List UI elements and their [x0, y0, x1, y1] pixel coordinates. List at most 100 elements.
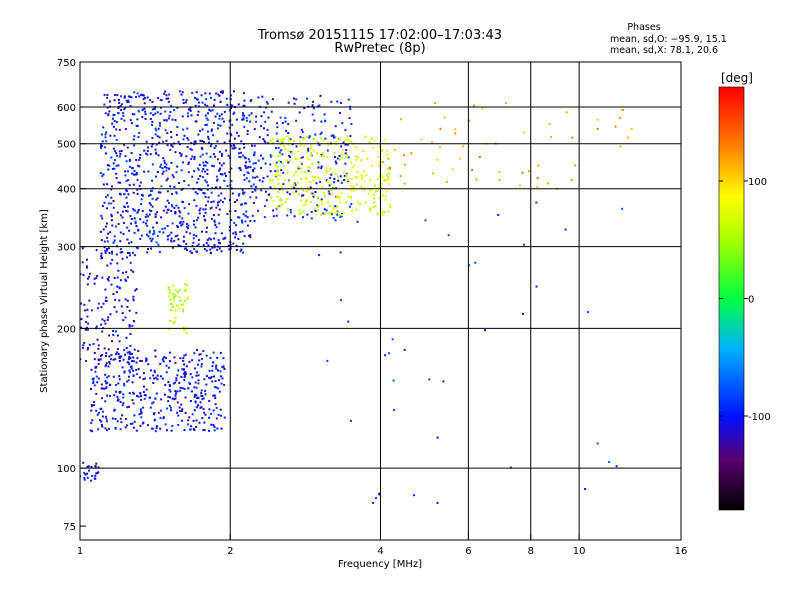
data-point — [136, 178, 139, 181]
data-point — [242, 114, 244, 117]
data-point — [97, 377, 100, 380]
data-point — [262, 177, 265, 179]
data-point — [341, 148, 344, 151]
data-point — [217, 213, 220, 216]
data-point — [219, 370, 222, 373]
data-point — [315, 213, 318, 216]
data-point — [207, 137, 210, 140]
data-point — [297, 150, 300, 153]
data-point — [197, 404, 200, 407]
data-point — [204, 103, 207, 106]
data-point — [115, 310, 118, 313]
data-point — [182, 235, 185, 238]
data-point — [159, 417, 162, 419]
data-point — [230, 107, 232, 109]
data-point — [341, 213, 343, 215]
data-point — [214, 155, 217, 158]
data-point — [306, 136, 309, 139]
data-point — [213, 221, 216, 224]
data-point — [107, 316, 110, 319]
data-point — [253, 144, 256, 147]
data-point — [389, 206, 392, 209]
data-point — [90, 368, 93, 371]
data-point — [148, 202, 151, 205]
data-point — [374, 190, 377, 193]
data-point — [89, 429, 92, 432]
data-point — [243, 104, 246, 107]
data-point — [181, 408, 184, 411]
data-point — [288, 140, 291, 143]
data-point — [114, 298, 117, 301]
data-point — [393, 149, 396, 151]
data-point — [216, 356, 219, 359]
data-point — [340, 191, 343, 194]
data-point — [206, 173, 209, 175]
data-point — [140, 203, 143, 206]
data-point — [236, 199, 238, 202]
data-point — [245, 161, 247, 164]
data-point — [191, 413, 194, 416]
data-point — [357, 156, 360, 159]
data-point — [189, 382, 191, 385]
data-point — [334, 136, 337, 139]
data-point — [122, 396, 125, 399]
data-point — [176, 390, 179, 393]
data-point — [318, 205, 321, 208]
data-point — [212, 200, 215, 203]
data-point — [317, 209, 319, 212]
data-point — [322, 152, 325, 155]
data-point — [209, 377, 212, 380]
data-point — [191, 175, 194, 178]
data-point — [168, 167, 171, 170]
data-point — [111, 417, 114, 420]
data-point — [129, 332, 132, 335]
data-point — [265, 101, 268, 104]
data-point — [310, 200, 313, 203]
data-point — [167, 97, 170, 100]
data-point — [118, 150, 121, 153]
data-point — [165, 97, 168, 100]
data-point — [158, 122, 161, 125]
data-point — [276, 140, 279, 143]
data-point — [192, 234, 195, 237]
data-point — [159, 106, 162, 109]
data-point — [295, 190, 298, 193]
data-point — [107, 168, 110, 171]
data-point — [258, 136, 261, 139]
data-point — [275, 147, 277, 150]
data-point — [219, 242, 221, 245]
data-point — [160, 216, 163, 219]
data-point — [100, 306, 103, 309]
data-point — [180, 375, 183, 378]
data-point — [271, 138, 274, 141]
data-point — [275, 161, 278, 164]
y-tick-label: 75 — [63, 522, 76, 533]
data-point — [127, 205, 130, 208]
data-point — [193, 386, 196, 389]
data-point — [210, 129, 213, 132]
data-point — [306, 213, 309, 216]
data-point — [112, 293, 115, 295]
data-point — [346, 195, 349, 198]
data-point — [269, 163, 272, 166]
data-point — [218, 94, 221, 97]
data-point — [219, 101, 222, 103]
data-point — [234, 201, 236, 203]
data-point — [95, 462, 98, 465]
data-point — [183, 247, 186, 250]
data-point — [213, 219, 216, 222]
data-point — [304, 177, 307, 179]
data-point — [251, 144, 253, 147]
data-point — [111, 252, 114, 255]
data-point — [373, 197, 375, 200]
data-point — [174, 288, 177, 291]
data-point — [292, 97, 295, 100]
data-point — [246, 130, 249, 132]
data-point — [140, 234, 143, 237]
data-point — [140, 359, 143, 362]
data-point — [311, 163, 314, 166]
data-point — [198, 353, 201, 356]
data-point — [181, 217, 184, 220]
data-point — [103, 319, 106, 322]
